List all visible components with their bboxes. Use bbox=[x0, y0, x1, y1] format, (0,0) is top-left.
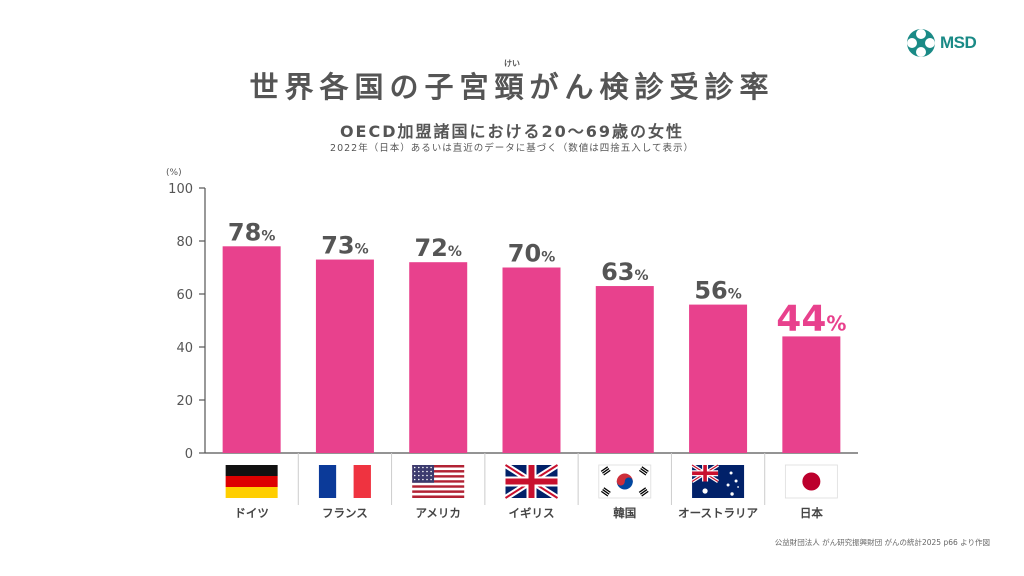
y-tick-label: 80 bbox=[176, 235, 193, 250]
data-note: 2022年（日本）あるいは直近のデータに基づく（数値は四捨五入して表示） bbox=[330, 143, 694, 154]
y-tick-label: 0 bbox=[185, 447, 193, 462]
bar bbox=[689, 304, 748, 453]
x-tick-label: オーストラリア bbox=[678, 506, 758, 520]
x-tick-label: 日本 bbox=[800, 506, 823, 520]
msd-logo: MSD bbox=[906, 28, 977, 58]
korea-flag bbox=[598, 464, 652, 499]
y-tick-label: 40 bbox=[176, 341, 193, 356]
australia-flag bbox=[691, 463, 745, 498]
msd-logo-icon bbox=[907, 29, 935, 57]
y-axis-unit: (%) bbox=[166, 168, 182, 178]
bar bbox=[222, 246, 281, 453]
usa-flag bbox=[412, 465, 465, 498]
x-tick-label: ドイツ bbox=[234, 506, 269, 520]
data-label: 70% bbox=[508, 240, 555, 268]
x-tick-label: イギリス bbox=[509, 506, 555, 520]
bar bbox=[595, 286, 654, 453]
japan-flag bbox=[784, 464, 838, 499]
x-tick-label: 韓国 bbox=[613, 506, 636, 520]
germany-flag bbox=[225, 465, 278, 498]
uk-flag bbox=[503, 462, 560, 501]
x-tick-label: フランス bbox=[322, 506, 368, 520]
data-label: 44% bbox=[776, 298, 846, 339]
y-tick-label: 20 bbox=[176, 394, 193, 409]
subtitle: OECD加盟諸国における20～69歳の女性 bbox=[339, 122, 685, 141]
bar bbox=[502, 267, 561, 453]
data-label: 72% bbox=[414, 234, 461, 262]
logo-text: MSD bbox=[940, 33, 977, 52]
data-label: 73% bbox=[321, 232, 368, 260]
france-flag bbox=[318, 465, 371, 498]
data-label: 78% bbox=[228, 218, 275, 246]
page-title: 世界各国の子宮頸がん検診受診率 bbox=[249, 70, 775, 104]
bar bbox=[315, 259, 374, 453]
source-citation: 公益財団法人 がん研究振興財団 がんの統計2025 p66 より作図 bbox=[774, 538, 990, 547]
x-tick-label: アメリカ bbox=[415, 506, 460, 520]
bar bbox=[782, 336, 841, 453]
data-label: 63% bbox=[601, 258, 648, 286]
y-tick-label: 100 bbox=[168, 182, 193, 197]
title-ruby: けい bbox=[504, 59, 520, 68]
bar bbox=[409, 262, 468, 453]
y-tick-label: 60 bbox=[176, 288, 193, 303]
data-label: 56% bbox=[694, 277, 741, 305]
